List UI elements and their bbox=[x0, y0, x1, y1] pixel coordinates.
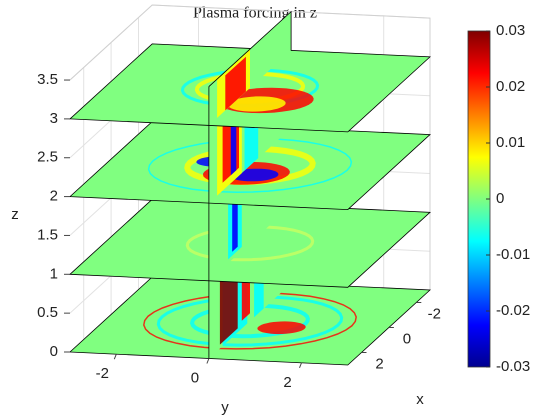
colorbar-tick-label: -0.03 bbox=[496, 358, 530, 375]
colorbar-tick-label: 0.03 bbox=[496, 22, 525, 39]
z-tick-label: 2.5 bbox=[37, 149, 58, 166]
y-tick-label: 2 bbox=[283, 374, 291, 391]
z-tick-label: 2 bbox=[50, 188, 58, 205]
z-tick-label: 3.5 bbox=[37, 71, 58, 88]
y-axis-label: y bbox=[221, 399, 229, 416]
slice-feature bbox=[227, 96, 286, 112]
slice-feature bbox=[257, 321, 306, 335]
z-axis-label: z bbox=[11, 206, 19, 223]
colorbar-tick-label: -0.02 bbox=[496, 302, 530, 319]
slice-edge bbox=[208, 10, 292, 87]
y-tick-label: -2 bbox=[96, 365, 109, 382]
y-tick bbox=[113, 353, 117, 360]
x-tick-label: 2 bbox=[375, 355, 383, 372]
slice-feature bbox=[241, 274, 250, 321]
colorbar-tick-label: 0 bbox=[496, 190, 504, 207]
y-tick bbox=[206, 358, 210, 364]
z-tick-label: 0 bbox=[50, 343, 58, 360]
chart-title: Plasma forcing in z bbox=[193, 5, 317, 22]
z-tick-label: 1 bbox=[50, 265, 58, 282]
colorbar-tick-label: -0.01 bbox=[496, 246, 530, 263]
x-axis-label: x bbox=[416, 391, 424, 408]
slice-feature bbox=[225, 56, 246, 111]
colorbar-tick-label: 0.02 bbox=[496, 78, 525, 95]
slice-feature bbox=[185, 225, 315, 262]
y-tick bbox=[299, 362, 302, 369]
x-tick-label: -2 bbox=[428, 305, 441, 322]
slice-feature bbox=[156, 295, 344, 347]
x-tick-label: 0 bbox=[403, 330, 411, 347]
z-tick-label: 3 bbox=[50, 110, 58, 127]
y-tick-label: 0 bbox=[191, 369, 199, 386]
colorbar-tick-label: 0.01 bbox=[496, 134, 525, 151]
z-tick-label: 0.5 bbox=[37, 304, 58, 321]
z-tick-label: 1.5 bbox=[37, 226, 58, 243]
